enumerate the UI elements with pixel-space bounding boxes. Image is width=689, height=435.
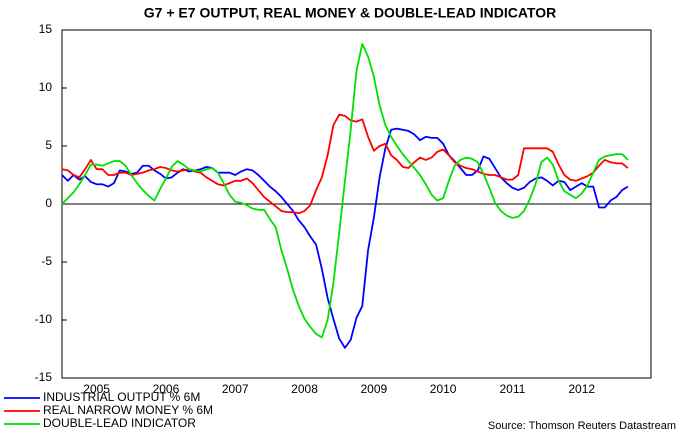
y-tick-label: 5	[45, 138, 52, 152]
legend-label: REAL NARROW MONEY % 6M	[43, 403, 213, 417]
y-tick-label: 15	[39, 22, 53, 36]
series-line	[61, 113, 629, 215]
y-tick-label: -10	[35, 312, 53, 326]
x-tick-label: 2007	[222, 382, 249, 396]
x-tick-label: 2008	[291, 382, 318, 396]
y-tick-label: -5	[41, 254, 52, 268]
x-tick-label: 2011	[500, 382, 526, 396]
y-tick-label: 10	[39, 80, 53, 94]
x-tick-label: 2010	[430, 382, 457, 396]
source-note: Source: Thomson Reuters Datastream	[488, 420, 676, 432]
x-tick-label: 2005	[83, 382, 110, 396]
legend-label: DOUBLE-LEAD INDICATOR	[43, 416, 196, 430]
legend-label: INDUSTRIAL OUTPUT % 6M	[43, 390, 200, 404]
y-tick-label: 0	[45, 196, 52, 210]
x-tick-label: 2009	[360, 382, 387, 396]
chart-title: G7 + E7 OUTPUT, REAL MONEY & DOUBLE-LEAD…	[144, 5, 556, 21]
series-line	[61, 127, 629, 349]
x-tick-label: 2006	[153, 382, 180, 396]
series-line	[61, 43, 629, 339]
y-tick-label: -15	[35, 370, 53, 384]
x-tick-label: 2012	[568, 382, 595, 396]
